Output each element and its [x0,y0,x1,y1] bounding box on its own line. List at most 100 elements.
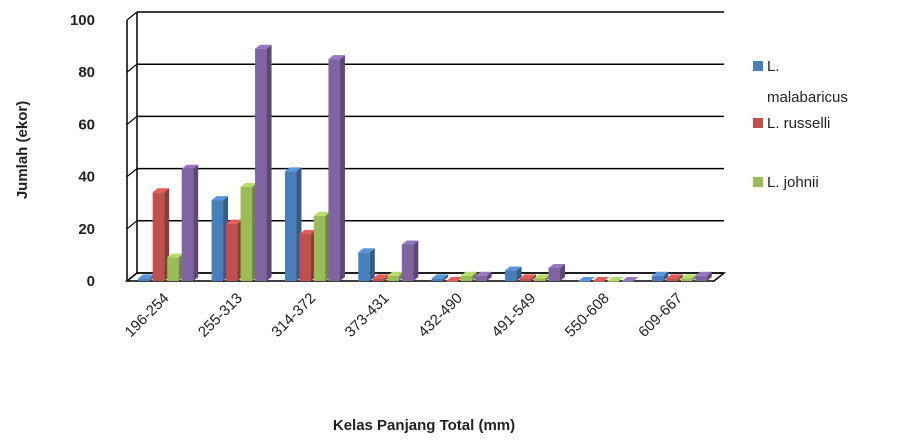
bar-side [560,263,566,281]
bar-front [607,281,619,282]
bar-top [313,211,331,216]
bar [621,277,639,282]
bar-front [181,168,194,281]
bar-side [531,274,537,281]
bar [578,277,595,282]
bar-front [651,275,664,281]
bar-front [680,278,693,281]
y-tick-label: 0 [87,273,95,290]
bar-front [475,275,487,281]
bar-top [607,277,624,281]
bar-top [284,167,302,172]
y-tick-label: 100 [70,12,95,29]
bar-front [592,281,605,282]
bar [255,44,272,282]
bar-top [138,274,155,279]
bar [226,219,243,281]
gridlines [126,11,724,282]
bar-side [266,44,272,282]
bar [181,164,199,281]
x-tick-label: 609-667 [635,290,686,341]
bar-side [369,248,375,281]
bar-top [475,271,492,276]
bar [240,183,258,281]
bar [548,263,566,281]
bar-front [387,275,399,281]
bar-top [446,277,463,281]
bar [666,274,683,281]
bar-front [534,278,546,281]
bar [592,277,610,282]
legend-label: L. johnii [767,174,819,191]
legend: L. malabaricus L. russelli L. johnii [753,58,848,191]
bar [651,271,669,281]
bar-top [680,274,698,279]
y-tick-label: 40 [78,169,95,186]
bar-front [255,48,267,282]
bar-side [706,271,712,281]
bar [152,188,170,281]
bar-side [472,271,478,281]
bar-side [413,240,419,281]
bar-front [167,257,179,281]
bar-front [226,223,238,281]
x-tick-label: 314-372 [268,290,319,341]
bar [475,271,492,281]
bar [695,271,712,281]
bar-top [167,253,184,258]
bar-front [372,278,385,281]
bar-top [651,271,669,276]
bar-front [548,267,561,281]
bar-front [460,275,473,281]
bar-front [211,200,224,281]
bar-top [358,248,375,253]
bar-top [592,277,610,281]
bar-front [299,234,311,281]
bar [460,271,478,281]
bar-front [284,171,297,281]
bar-top [621,277,639,281]
bar-side [663,271,669,281]
gridline-side [126,63,138,73]
gridline-side [126,220,138,230]
bar-front [666,278,678,281]
bar-front [401,244,414,281]
bar-top [299,230,316,235]
legend-swatch [753,61,763,71]
bars [138,44,712,282]
bar-top [578,277,595,281]
x-tick-label: 491-549 [488,290,539,341]
bar [299,230,316,281]
bar [167,253,184,281]
bar [505,266,522,281]
legend-label: malabaricus [767,89,848,106]
bar-top [152,188,170,193]
bar-top [401,240,419,245]
legend-label: L. russelli [767,115,830,132]
bar-side [443,274,449,281]
bar-front [446,281,458,282]
bar-front [240,187,253,281]
bar [328,55,345,282]
bar-top [328,55,345,60]
bar-front [505,270,517,281]
bar-top [226,219,243,224]
bar-front [621,281,634,282]
bar-front [519,278,532,281]
bar-front [328,59,340,282]
gridline-side [126,115,138,125]
y-axis-ticks: 0 20 40 60 80 100 [70,12,95,290]
gridline-side [126,11,138,21]
bar-top [548,263,566,268]
bar-front [431,278,444,281]
x-tick-label: 550-608 [562,290,613,341]
bar [284,167,302,281]
bar-top [211,196,229,201]
bar-top [431,274,449,279]
bar-front [313,215,326,281]
bar [607,277,624,282]
y-tick-label: 20 [78,221,95,238]
bar-side [516,266,522,281]
bar-top [695,271,712,276]
